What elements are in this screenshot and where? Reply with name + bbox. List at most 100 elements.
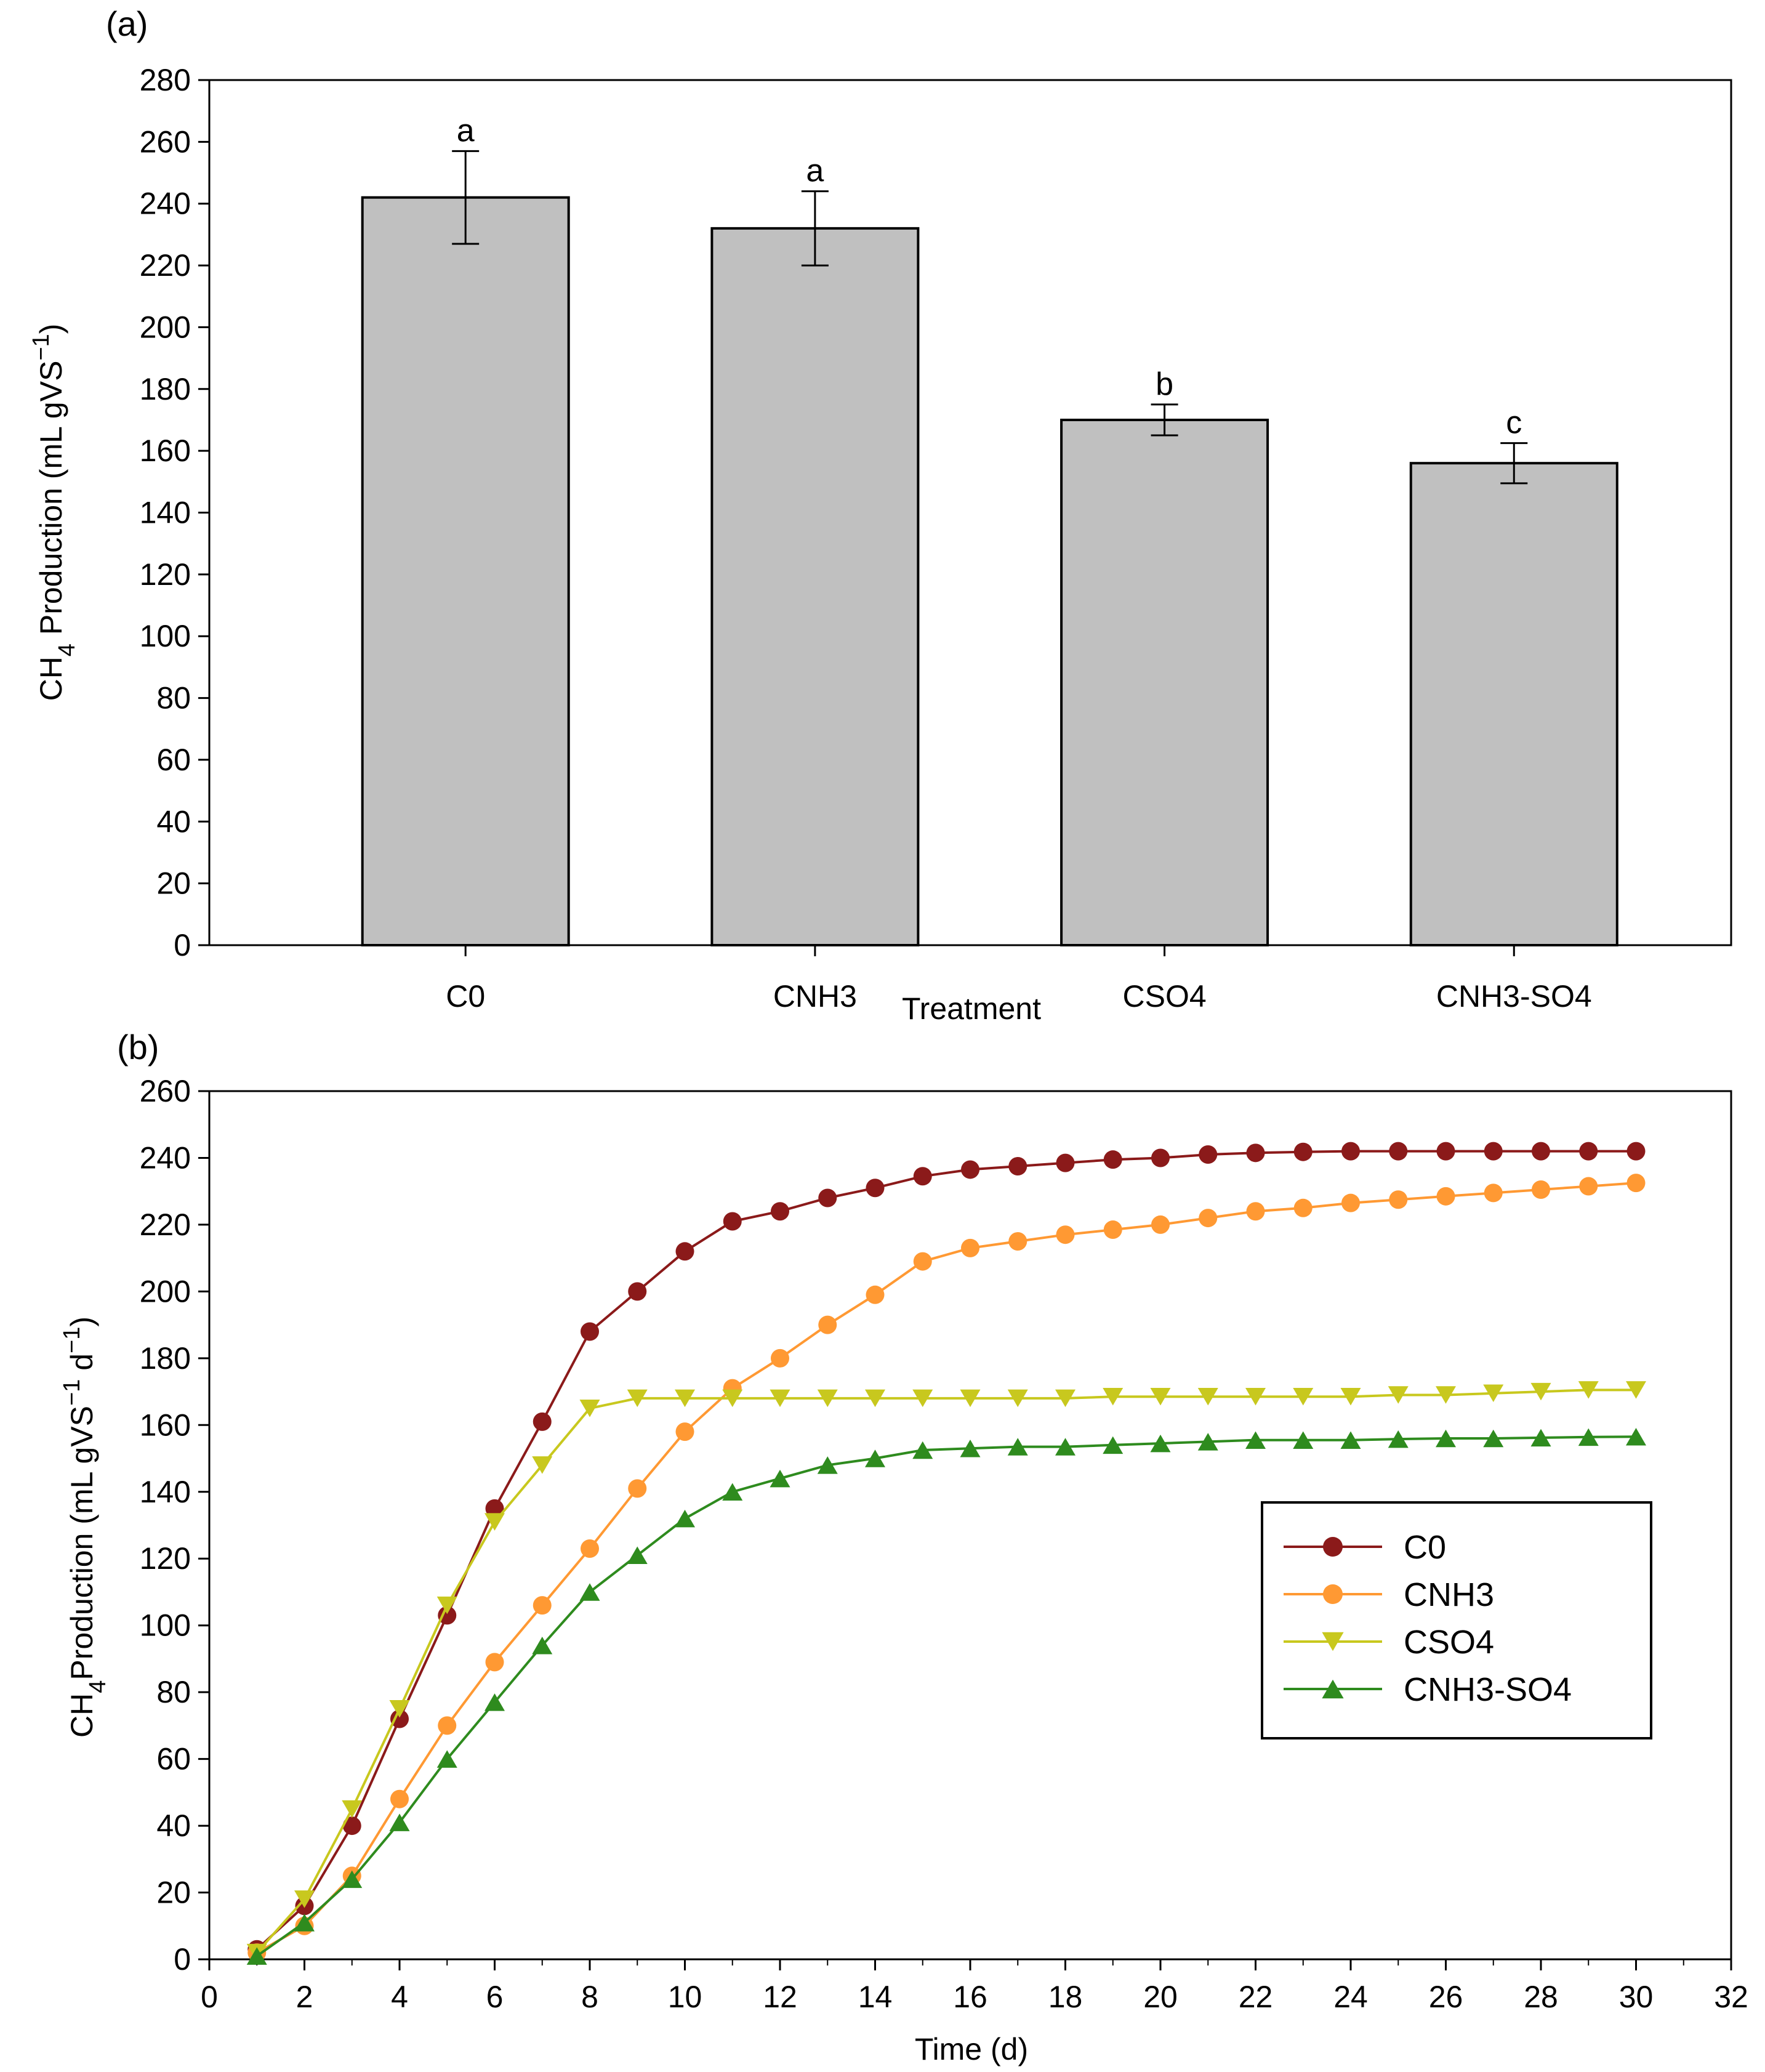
panel-b-data-point [1389, 1142, 1408, 1161]
panel-b-data-point [722, 1389, 743, 1408]
panel-a-y-tick-label: 140 [140, 496, 191, 530]
panel-b-data-point [1246, 1202, 1265, 1221]
panel-b-data-point [770, 1469, 790, 1488]
panel-b-data-point [913, 1167, 932, 1186]
panel-a-ylabel-ch: CH [34, 656, 68, 701]
panel-a-y-tick-label: 160 [140, 433, 191, 468]
panel-b-data-point [1530, 1429, 1551, 1447]
panel-b-data-point [1532, 1180, 1550, 1199]
panel-b-data-point [1578, 1428, 1599, 1446]
panel-a-y-tick-label: 280 [140, 63, 191, 97]
panel-b-x-axis-title: Time (d) [915, 2032, 1028, 2066]
panel-a-y-tick-label: 120 [140, 557, 191, 592]
panel-b-data-point [581, 1322, 599, 1341]
panel-b-data-point [865, 1389, 885, 1408]
panel-b-data-point [1055, 1389, 1075, 1408]
panel-b-ylabel-sub: 4 [85, 1680, 111, 1693]
panel-a-y-tick-label: 100 [140, 619, 191, 653]
panel-a-x-tick-label: CNH3 [773, 979, 857, 1014]
panel-b-ylabel-sup2: −1 [59, 1327, 85, 1353]
panel-b-y-tick-label: 120 [140, 1541, 191, 1576]
panel-a-significance-letter: c [1506, 405, 1522, 441]
panel-b-data-point [579, 1583, 600, 1601]
panel-b-data-point [770, 1389, 790, 1408]
panel-b-data-point [1293, 1387, 1314, 1406]
panel-b-data-point [389, 1813, 410, 1831]
panel-b-data-point [246, 1947, 267, 1965]
panel-b-data-point [675, 1389, 695, 1408]
panel-b-data-point [1150, 1434, 1171, 1453]
panel-b-data-point [1483, 1384, 1504, 1403]
panel-b-series-line [256, 1435, 1636, 1957]
panel-b-x-tick-label: 8 [581, 1980, 598, 2014]
panel-b-data-point [532, 1636, 553, 1655]
panel-b-data-point [533, 1412, 552, 1431]
panel-b-data-point [818, 1188, 837, 1207]
panel-b-data-point [1055, 1438, 1075, 1456]
panel-b-x-tick-label: 4 [391, 1980, 408, 2014]
panel-b-data-point [1579, 1177, 1598, 1196]
panel-b-data-point [771, 1202, 789, 1221]
panel-a-y-tick-label: 20 [156, 866, 191, 901]
panel-b-data-point [1578, 1381, 1599, 1399]
panel-b-data-point [1151, 1215, 1170, 1234]
panel-a-error-bars [452, 150, 1528, 485]
panel-b-data-point [1626, 1174, 1646, 1193]
panel-b-series [246, 1142, 1646, 1965]
panel-b-data-point [771, 1348, 789, 1368]
panel-b-data-point [1389, 1190, 1408, 1209]
panel-b-data-point [1008, 1232, 1027, 1251]
panel-b-legend-marker [1322, 1632, 1344, 1651]
panel-b-line-chart: (b) 020406080100120140160180200220240260… [59, 1028, 1748, 2066]
panel-b-data-point [817, 1456, 838, 1474]
panel-b-data-point [817, 1389, 838, 1408]
panel-b-data-point [1626, 1381, 1646, 1399]
panel-b-data-point [1532, 1142, 1550, 1161]
panel-a-bar [361, 196, 570, 946]
panel-a-y-tick-label: 240 [140, 187, 191, 221]
panel-b-data-point [438, 1716, 457, 1735]
panel-b-x-tick-label: 0 [201, 1980, 218, 2014]
panel-a-x-tick-label: CSO4 [1122, 979, 1206, 1014]
panel-b-data-point [1056, 1225, 1075, 1244]
panel-b-x-tick-label: 10 [668, 1980, 702, 2014]
panel-a-x-tick-label: C0 [446, 979, 485, 1014]
panel-a-significance-letter: a [806, 153, 824, 189]
panel-b-x-tick-label: 2 [296, 1980, 313, 2014]
panel-b-data-point [1150, 1387, 1171, 1406]
panel-b-data-point [1626, 1142, 1646, 1161]
panel-b-data-point [390, 1709, 409, 1728]
panel-b-data-point [960, 1440, 981, 1457]
panel-b-data-point [1340, 1431, 1361, 1449]
panel-b-data-point [294, 1890, 315, 1908]
panel-b-data-point [1197, 1387, 1218, 1406]
panel-b-data-point [1245, 1387, 1266, 1406]
panel-b-data-point [389, 1700, 410, 1718]
panel-b-y-tick-label: 140 [140, 1475, 191, 1509]
panel-b-x-tick-label: 28 [1524, 1980, 1558, 2014]
panel-b-data-point [1007, 1438, 1028, 1456]
panel-b-data-point [1103, 1220, 1122, 1240]
panel-b-series-line [255, 1389, 1636, 1954]
panel-b-data-point [1530, 1382, 1551, 1401]
panel-a-ylabel-sub: 4 [54, 643, 80, 656]
panel-b-data-point [1007, 1389, 1028, 1408]
panel-b-data-point [866, 1179, 885, 1198]
panel-b-data-point [436, 1750, 457, 1768]
panel-b-data-point [675, 1422, 694, 1441]
panel-b-legend-label: CNH3-SO4 [1404, 1671, 1572, 1708]
panel-b-data-point [1103, 1436, 1124, 1454]
panel-a-y-tick-label: 60 [156, 743, 191, 777]
panel-b-data-point [1197, 1433, 1218, 1451]
panel-b-legend-marker [1322, 1679, 1344, 1699]
panel-b-data-point [342, 1816, 361, 1836]
panel-a-y-tick-label: 0 [174, 928, 191, 962]
panel-a-y-tick-label: 180 [140, 372, 191, 406]
panel-b-data-point [913, 1252, 932, 1271]
panel-b-data-point [912, 1389, 933, 1408]
panel-a-y-axis-title: CH4 Production (mL gVS−1) [28, 324, 80, 701]
panel-b-data-point [1103, 1387, 1124, 1406]
panel-b-data-point [1579, 1142, 1598, 1161]
panel-b-data-point [627, 1389, 648, 1408]
